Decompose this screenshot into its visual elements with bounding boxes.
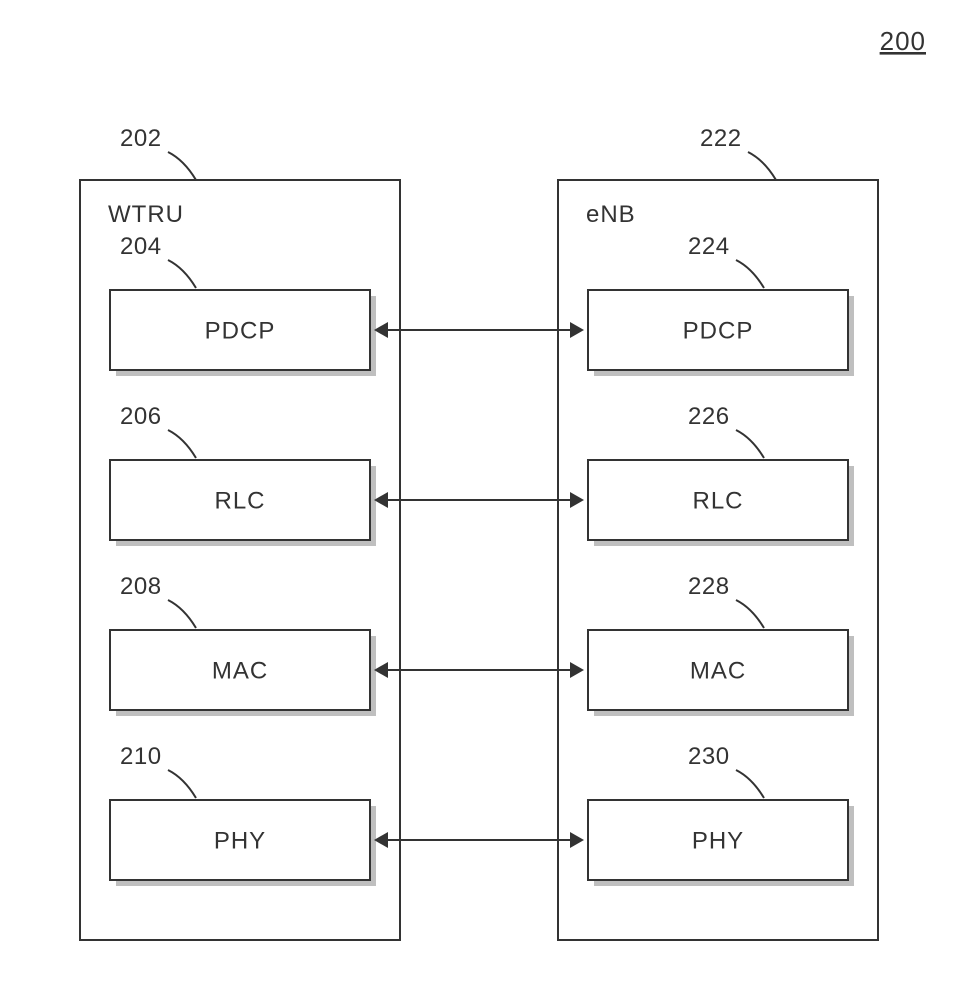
layer-label-mac-right: MAC [690, 657, 746, 684]
column-title-wtru: WTRU [108, 201, 184, 228]
ref-228: 228 [688, 573, 730, 600]
reference-pointer [748, 152, 776, 180]
reference-pointer [736, 260, 764, 288]
layer-label-pdcp-right: PDCP [683, 317, 754, 344]
layer-label-pdcp-left: PDCP [205, 317, 276, 344]
ref-224: 224 [688, 233, 730, 260]
reference-pointer [736, 770, 764, 798]
column-title-enb: eNB [586, 201, 636, 228]
ref-222: 222 [700, 125, 742, 152]
reference-pointer [168, 430, 196, 458]
reference-pointer [168, 600, 196, 628]
reference-pointer [168, 260, 196, 288]
reference-pointer [736, 600, 764, 628]
reference-pointer [168, 770, 196, 798]
ref-204: 204 [120, 233, 162, 260]
ref-230: 230 [688, 743, 730, 770]
layer-label-rlc-left: RLC [214, 487, 265, 514]
reference-pointer [736, 430, 764, 458]
reference-pointer [168, 152, 196, 180]
layer-label-mac-left: MAC [212, 657, 268, 684]
ref-210: 210 [120, 743, 162, 770]
ref-226: 226 [688, 403, 730, 430]
ref-206: 206 [120, 403, 162, 430]
layer-label-rlc-right: RLC [692, 487, 743, 514]
ref-208: 208 [120, 573, 162, 600]
layer-label-phy-right: PHY [692, 827, 744, 854]
ref-202: 202 [120, 125, 162, 152]
layer-label-phy-left: PHY [214, 827, 266, 854]
figure-reference: 200 [880, 26, 926, 56]
